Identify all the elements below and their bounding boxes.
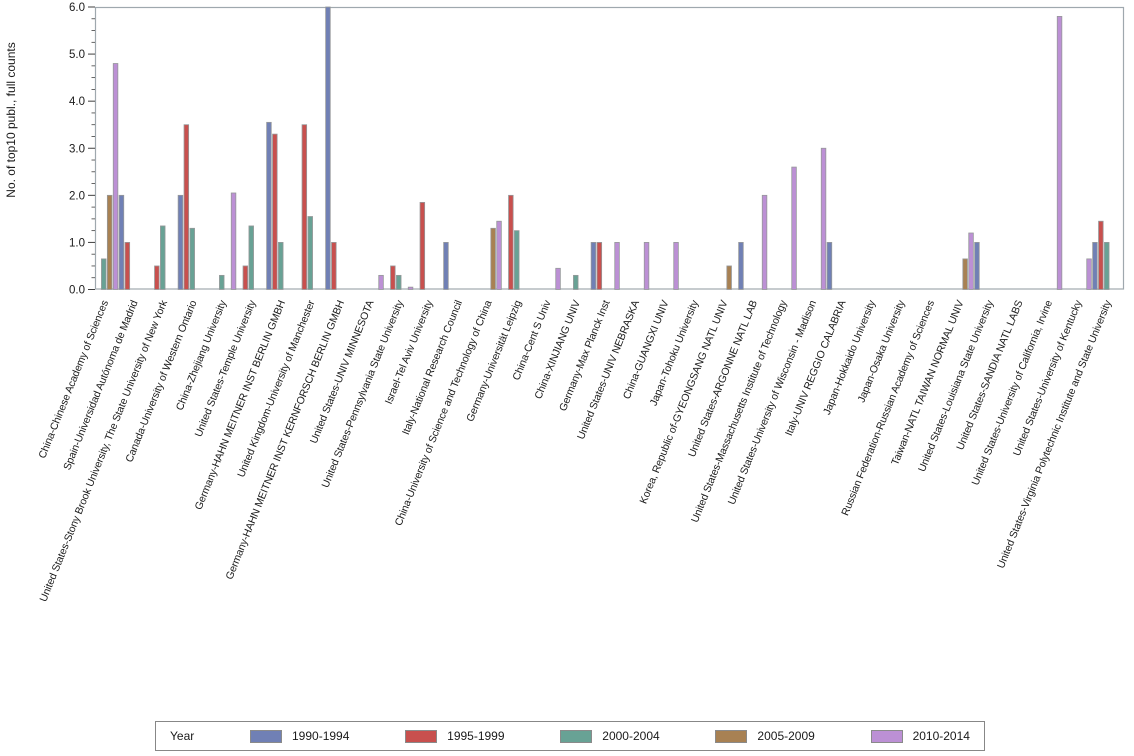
bar-2010-2014 — [761, 194, 768, 290]
bar-1990-1994 — [974, 242, 980, 290]
bar-1995-1999 — [272, 133, 278, 290]
bar-1995-1999 — [596, 242, 603, 290]
legend-swatch — [560, 729, 593, 743]
bar-2010-2014 — [820, 147, 827, 290]
legend-entry-label: 2005-2009 — [757, 729, 815, 743]
legend-entry-label: 1990-1994 — [292, 729, 350, 743]
bar-1990-1994 — [443, 242, 449, 290]
bar-2010-2014 — [673, 242, 679, 290]
bar-1995-1999 — [242, 265, 249, 290]
legend-entry-label: 2010-2014 — [912, 729, 970, 743]
bar-2000-2004 — [278, 242, 284, 290]
y-axis-title: No. of top10 publ., full counts — [4, 42, 18, 197]
bar-1995-1999 — [154, 265, 160, 290]
bar-2000-2004 — [514, 230, 520, 290]
bar-2010-2014 — [1086, 258, 1092, 290]
bar-2000-2004 — [307, 216, 313, 290]
bar-1995-1999 — [508, 194, 514, 290]
bar-2010-2014 — [968, 232, 974, 290]
bar-1995-1999 — [1098, 220, 1104, 290]
legend: Year 1990-1994 1995-1999 2000-2004 2005-200… — [155, 721, 985, 751]
bar-1990-1994 — [325, 6, 331, 290]
bar-2000-2004 — [1104, 242, 1110, 290]
y-tick-label: 6.0 — [69, 2, 85, 14]
bar-2010-2014 — [643, 242, 650, 290]
y-tick-label: 5.0 — [69, 49, 85, 61]
bar-1995-1999 — [390, 265, 396, 290]
bar-2010-2014 — [614, 242, 620, 290]
bar-2010-2014 — [496, 220, 502, 290]
legend-entry: 1990-1994 — [250, 729, 349, 743]
bar-1990-1994 — [738, 242, 744, 290]
bar-2010-2014 — [112, 63, 119, 290]
bar-2005-2009 — [490, 227, 496, 290]
bar-1995-1999 — [124, 242, 131, 290]
bar-1990-1994 — [826, 242, 833, 290]
legend-title: Year — [170, 729, 195, 743]
y-tick-label: 1.0 — [69, 237, 85, 249]
legend-entry: 2005-2009 — [715, 729, 815, 743]
bar-2010-2014 — [378, 274, 384, 290]
bar-1990-1994 — [590, 242, 597, 290]
legend-entry: 2000-2004 — [560, 729, 660, 743]
x-category-label: United States-Stony Brook University, Th… — [37, 298, 170, 604]
bar-2005-2009 — [106, 194, 113, 290]
bar-1995-1999 — [301, 124, 308, 290]
bar-2000-2004 — [219, 274, 225, 290]
y-tick-label: 3.0 — [69, 143, 85, 155]
bar-2000-2004 — [189, 227, 195, 290]
bar-1990-1994 — [118, 194, 125, 290]
legend-entry-label: 2000-2004 — [602, 729, 660, 743]
legend-entry: 2010-2014 — [870, 729, 970, 743]
bar-1995-1999 — [419, 201, 426, 290]
bar-1995-1999 — [331, 242, 337, 290]
bar-2010-2014 — [791, 166, 797, 290]
y-tick-label: 2.0 — [69, 190, 85, 202]
y-tick-label: 4.0 — [69, 96, 85, 108]
bar-2000-2004 — [248, 225, 254, 290]
x-category-label: Germany-Universität Leipzig — [464, 298, 524, 423]
bar-1990-1994 — [266, 121, 272, 290]
legend-swatch — [715, 729, 748, 743]
plot-border — [94, 6, 1125, 290]
bar-2005-2009 — [962, 258, 968, 290]
legend-entry-label: 1995-1999 — [447, 729, 505, 743]
bar-2010-2014 — [407, 286, 414, 290]
legend-swatch — [405, 729, 438, 743]
legend-swatch — [870, 729, 903, 743]
bar-1990-1994 — [1092, 242, 1098, 290]
legend-entry: 1995-1999 — [405, 729, 505, 743]
bar-2010-2014 — [230, 192, 237, 290]
bar-2010-2014 — [555, 267, 561, 290]
bar-2000-2004 — [573, 274, 579, 290]
bar-1990-1994 — [177, 194, 184, 290]
y-tick-label: 0.0 — [69, 285, 85, 297]
bar-2000-2004 — [160, 225, 166, 290]
bar-2000-2004 — [101, 258, 107, 290]
bar-2005-2009 — [726, 265, 732, 290]
bar-1995-1999 — [183, 124, 190, 290]
legend-swatch — [250, 729, 282, 743]
x-category-label: United States-Virginia Polytechnic Insti… — [995, 298, 1114, 570]
bar-2010-2014 — [1056, 16, 1063, 290]
bar-2000-2004 — [396, 274, 402, 290]
